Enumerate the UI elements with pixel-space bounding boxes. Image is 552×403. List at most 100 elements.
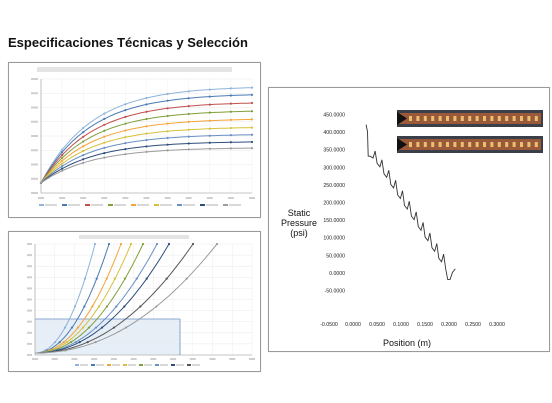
top-chart-y-tick-label [31,120,38,123]
top-chart-point [166,122,169,125]
bottom-chart-legend-label [192,364,200,366]
bottom-chart-y-tick-label [27,320,32,323]
top-chart-legend-label [91,204,103,206]
top-chart-point [250,93,254,96]
top-chart-point [61,156,64,160]
top-chart-point [61,148,64,151]
top-chart-point [187,90,190,93]
bottom-chart-point [155,305,158,308]
top-chart-legend-swatch [39,204,44,206]
pressure-chart-y-tick-label: 0.0000 [329,271,345,277]
top-chart-point [229,141,232,144]
top-chart-point [124,136,127,139]
page-title: Especificaciones Técnicas y Selección [8,35,248,50]
top-chart-legend-swatch [131,204,136,206]
top-chart-point [61,169,64,172]
pipe-segment [512,142,516,147]
bottom-chart-point [86,341,89,344]
top-chart-svg [31,67,255,206]
pipe-inlet [397,112,407,125]
bottom-chart-y-tick-label [27,243,32,245]
bottom-chart-y-tick-label [27,298,32,301]
top-chart-point [166,130,169,133]
pressure-chart-y-tick-label: 50.0000 [326,253,345,259]
top-chart-point [124,122,127,125]
bottom-chart-point [191,242,195,246]
top-chart-y-tick-label [31,106,38,109]
top-chart-point [187,104,190,108]
bottom-chart-point [91,305,94,308]
pipe-segment [520,142,523,147]
top-chart-point [229,134,232,137]
top-chart-y-tick-label [31,149,38,152]
bottom-chart-point [112,326,116,329]
top-chart-point [208,88,211,91]
bottom-chart-point [105,277,108,280]
top-chart-point [103,135,106,138]
top-chart-point [229,102,232,105]
bottom-chart-legend-swatch [187,364,191,366]
pipe-segment [423,142,427,147]
top-chart-point [103,129,106,132]
bottom-chart-point [62,341,65,344]
top-chart-point [145,110,148,113]
pipe-segment [438,142,442,147]
pressure-chart-x-tick-label: 0.0500 [369,322,385,328]
bottom-chart-point [107,242,111,246]
bottom-chart-x-tick-label [209,358,216,360]
pressure-chart-figure: 450.0000 400.0000 350.0000 300.0000 250.0000… [268,87,550,352]
pressure-chart-svg: 450.0000 400.0000 350.0000 300.0000 250.0000… [281,110,543,348]
top-chart-x-tick-label [80,197,87,199]
top-chart-point [250,110,254,113]
bottom-chart-point [165,277,168,280]
top-chart-point [39,181,43,185]
bottom-chart-title-bar [79,235,189,239]
bottom-chart-x-tick-label [150,358,157,360]
bottom-chart-x-tick-label [249,358,255,360]
top-chart-y-tick-label [31,177,38,180]
pressure-chart-x-tick-label: -0.0500 [320,322,338,328]
top-chart-point [187,97,190,100]
top-chart-x-tick-label [59,197,66,199]
pressure-chart-x-tick-label: 0.2000 [441,322,457,328]
pipe-segment [431,116,435,121]
top-chart-point [82,161,85,164]
bottom-chart-point [73,305,77,308]
pipe-segment [527,142,531,147]
top-chart-point [103,146,106,150]
bottom-chart-x-tick-label [189,358,196,360]
top-chart-point [166,99,169,102]
top-chart-point [208,95,211,98]
top-chart-legend-swatch [177,204,182,206]
bottom-chart-x-tick-label [71,358,78,360]
bottom-chart-legend-swatch [123,364,127,366]
bottom-chart-svg [27,235,255,366]
top-chart-point [250,133,254,136]
pipe-segment [534,142,538,147]
pressure-chart-y-axis-label: (psi) [290,228,308,238]
bottom-chart-legend-label [160,364,168,366]
top-chart-point [187,142,190,145]
top-chart-point [145,117,148,121]
bottom-chart-point [81,326,85,329]
top-chart-point [82,145,85,148]
pipe-segment [453,116,457,121]
bottom-chart-point [145,277,148,280]
pipe-segment [483,116,486,121]
top-chart-legend-label [45,204,57,206]
pressure-chart-x-tick-label: 0.2500 [465,322,481,328]
bottom-chart-point [97,305,101,308]
pressure-chart-y-tick-label: -50.0000 [325,289,346,295]
bottom-chart-legend-label [80,364,88,366]
top-chart-x-tick-label [185,197,192,199]
top-chart-point [187,148,190,151]
top-chart-point [103,123,106,126]
top-chart-legend-swatch [62,204,67,206]
bottom-chart-point [129,242,133,246]
top-chart-legend-label [160,204,172,206]
top-chart-point [124,142,127,145]
pipe-segment [468,142,472,147]
pipe-image-bottom [397,136,543,153]
top-chart-legend-label [183,204,195,206]
top-chart-legend-label [206,204,218,206]
